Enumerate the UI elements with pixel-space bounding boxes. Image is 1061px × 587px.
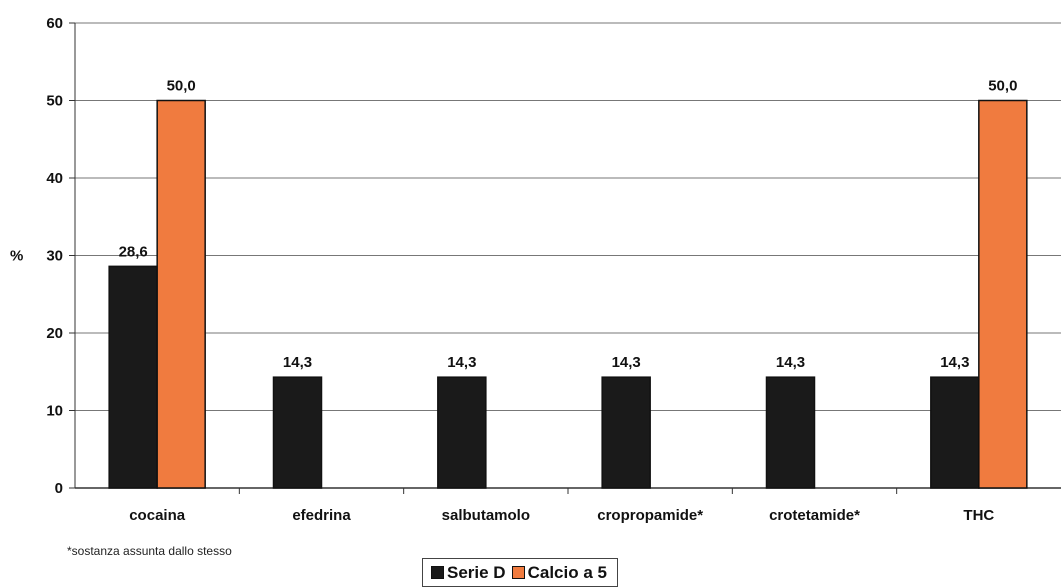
legend-swatch-serie-d bbox=[431, 566, 444, 579]
labels: 0 10 20 30 40 50 60% 28,6 50,0 cocaina 14,3 efedrin… bbox=[10, 15, 1017, 524]
data-label-calcio-a-5: 50,0 bbox=[167, 78, 196, 95]
x-tick-label: cropropamide* bbox=[597, 507, 703, 524]
x-tick-label: crotetamide* bbox=[769, 507, 860, 524]
bars bbox=[108, 99, 1028, 489]
legend-label-calcio-a-5: Calcio a 5 bbox=[527, 562, 607, 582]
y-tick-label: 20 bbox=[46, 325, 63, 342]
bar-serie-d bbox=[601, 376, 651, 489]
footnote: *sostanza assunta dallo stesso bbox=[67, 544, 232, 558]
x-tick-label: cocaina bbox=[129, 507, 186, 524]
x-tick-label: THC bbox=[963, 507, 994, 524]
legend-item-serie-d: Serie D bbox=[431, 563, 506, 583]
bar-calcio-a-5 bbox=[978, 99, 1028, 489]
bar-serie-d bbox=[437, 376, 487, 489]
x-tick-label: efedrina bbox=[292, 507, 351, 524]
y-tick-label: 40 bbox=[46, 170, 63, 187]
y-axis-label: % bbox=[10, 248, 23, 265]
y-tick-label: 60 bbox=[46, 15, 63, 32]
x-tick-label: salbutamolo bbox=[442, 507, 530, 524]
bar-calcio-a-5 bbox=[156, 99, 206, 489]
data-label-serie-d: 28,6 bbox=[119, 243, 148, 260]
y-tick-label: 50 bbox=[46, 93, 63, 110]
bar-serie-d bbox=[272, 376, 323, 489]
legend: Serie D Calcio a 5 bbox=[422, 558, 618, 587]
legend-swatch-calcio-a-5 bbox=[511, 566, 525, 579]
legend-item-calcio-a-5: Calcio a 5 bbox=[511, 562, 607, 583]
data-label-serie-d: 14,3 bbox=[940, 354, 969, 371]
data-label-serie-d: 14,3 bbox=[283, 354, 312, 371]
y-tick-label: 0 bbox=[55, 480, 63, 497]
y-tick-label: 30 bbox=[46, 248, 63, 265]
bar-serie-d bbox=[930, 376, 980, 489]
data-label-serie-d: 14,3 bbox=[447, 354, 476, 371]
bar-serie-d bbox=[765, 376, 816, 489]
data-label-serie-d: 14,3 bbox=[612, 354, 641, 371]
bar-serie-d bbox=[108, 265, 158, 489]
axes bbox=[69, 22, 1061, 494]
data-label-serie-d: 14,3 bbox=[776, 354, 805, 371]
legend-label-serie-d: Serie D bbox=[447, 562, 506, 582]
data-label-calcio-a-5: 50,0 bbox=[988, 78, 1017, 95]
gridlines bbox=[75, 22, 1061, 411]
y-tick-label: 10 bbox=[46, 403, 63, 420]
